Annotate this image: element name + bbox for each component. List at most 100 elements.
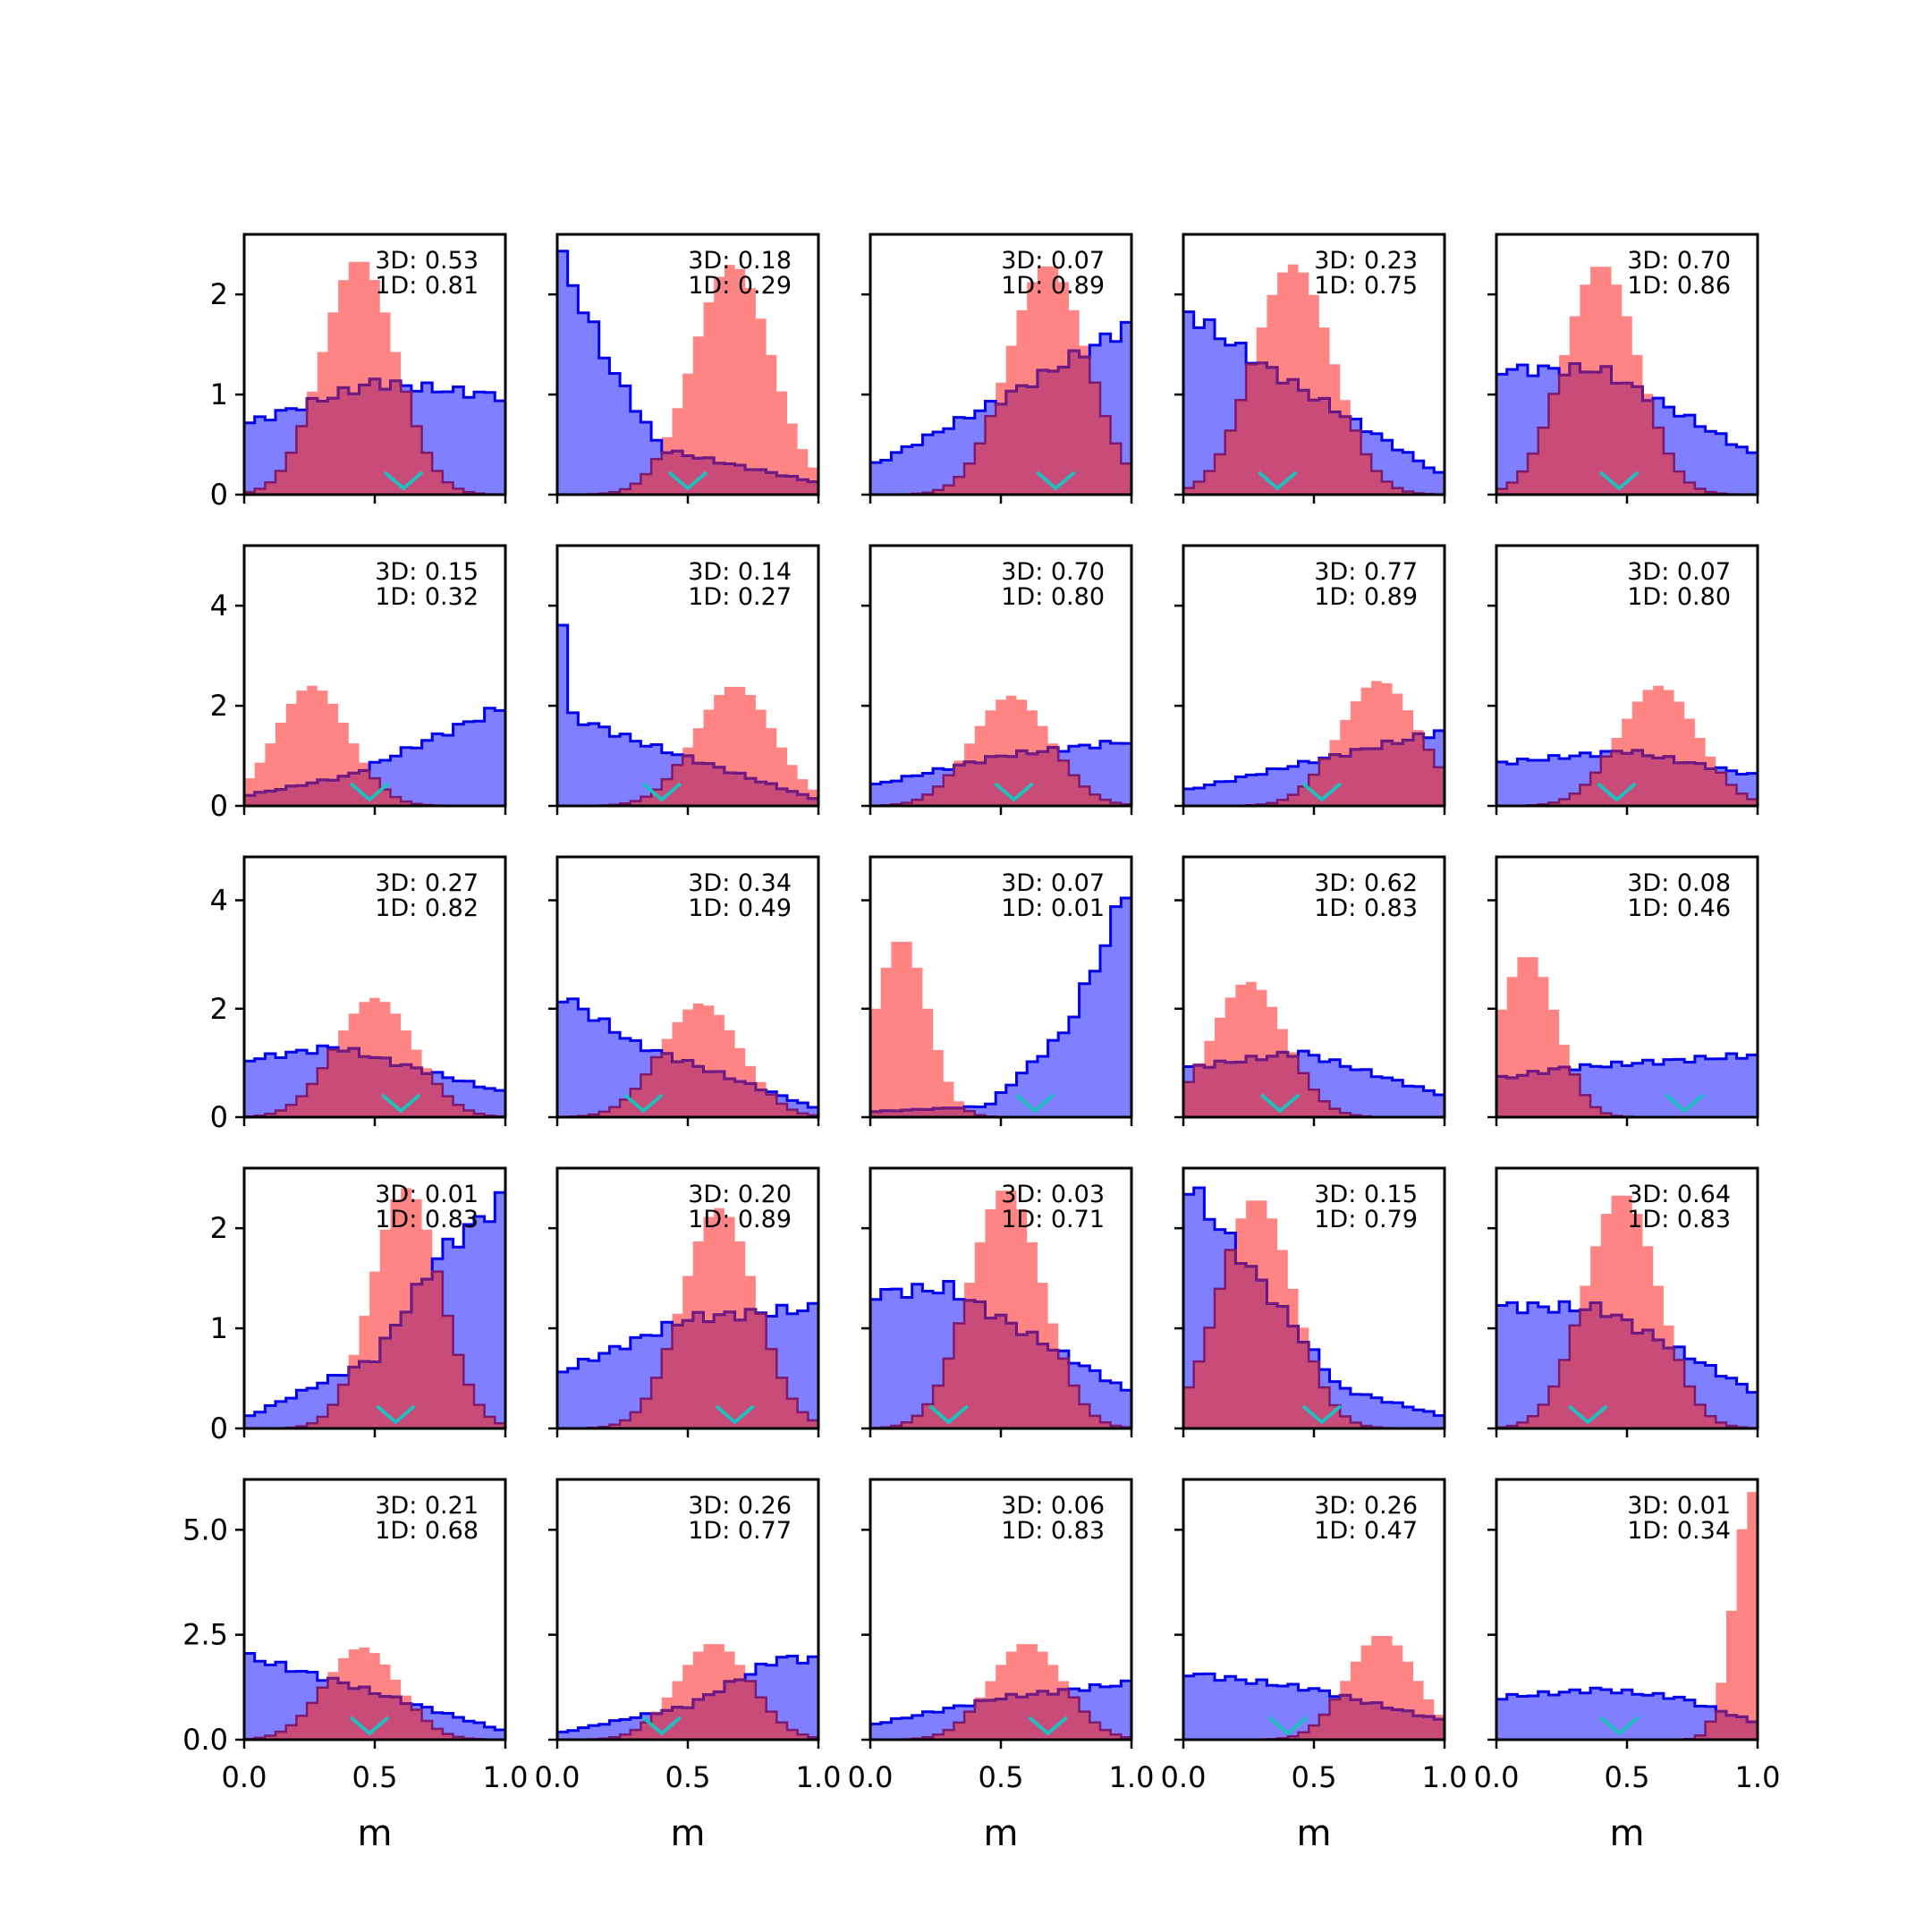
overlap-histogram-fill [1496,363,1758,495]
overlap-histogram-fill [244,1271,505,1428]
annotation-1d: 1D: 0.83 [1627,1206,1731,1233]
x-tick-label: 0.5 [1605,1760,1650,1794]
chevron-marker [1257,470,1298,491]
overlap-histogram-fill [244,1048,505,1117]
annotation-3d: 3D: 0.21 [375,1492,479,1520]
x-tick-label: 1.0 [483,1760,529,1794]
annotation-1d: 1D: 0.89 [688,1206,792,1233]
annotation-1d: 1D: 0.80 [1627,583,1731,611]
annotation-1d: 1D: 0.75 [1314,272,1418,300]
overlap-histogram-outline [870,1299,1131,1429]
annotation-1d: 1D: 0.83 [1001,1517,1105,1545]
x-tick-label: 1.0 [796,1760,842,1794]
overlap-histogram-outline [557,1052,818,1119]
overlap-histogram-fill [1183,1250,1445,1428]
overlap-histogram-outline [557,1308,818,1430]
annotation-1d: 1D: 0.86 [1627,272,1731,300]
chevron-marker [928,1404,969,1425]
y-tick-label: 5.0 [182,1513,228,1546]
annotation-1d: 1D: 0.68 [375,1517,479,1545]
overlap-histogram-fill [1183,362,1445,495]
overlap-histogram-outline [1496,749,1758,808]
chevron-marker [1598,470,1640,491]
x-tick-label: 0.5 [352,1760,398,1794]
x-tick-label: 1.0 [1109,1760,1155,1794]
overlap-histogram-fill [244,1678,505,1740]
y-tick-label: 1 [210,377,228,411]
overlap-histogram-fill [870,351,1131,495]
annotation-1d: 1D: 0.82 [375,894,479,922]
x-axis-label: m [984,1813,1019,1854]
red-histogram-fill [870,941,1131,1117]
annotation-1d: 1D: 0.71 [1001,1206,1105,1233]
chevron-marker [1301,782,1343,802]
x-tick-label: 0.5 [665,1760,711,1794]
chevron-marker [1259,1093,1301,1114]
chevron-marker [1267,1716,1309,1736]
annotation-3d: 3D: 0.62 [1314,869,1418,897]
y-tick-label: 2 [210,1211,228,1245]
annotation-3d: 3D: 0.14 [688,558,792,586]
chevron-marker [1014,1093,1055,1114]
annotation-1d: 1D: 0.34 [1627,1517,1731,1545]
annotation-3d: 3D: 0.34 [688,869,792,897]
annotation-3d: 3D: 0.07 [1627,558,1731,586]
chevron-marker [383,470,424,491]
chevron-marker [1028,1716,1068,1736]
annotation-3d: 3D: 0.15 [1314,1181,1418,1208]
chevron-marker [1597,782,1637,802]
annotation-3d: 3D: 0.23 [1314,247,1418,275]
annotation-1d: 1D: 0.83 [1314,894,1418,922]
chevron-marker [380,1093,421,1114]
x-tick-label: 0.5 [979,1760,1024,1794]
annotation-3d: 3D: 0.53 [375,247,479,275]
annotation-1d: 1D: 0.79 [1314,1206,1418,1233]
x-tick-label: 0.0 [1161,1760,1207,1794]
chevron-marker [1664,1093,1705,1114]
overlap-histogram-fill [1183,1695,1445,1740]
overlap-histogram-fill [870,747,1131,806]
annotation-1d: 1D: 0.27 [688,583,792,611]
overlap-histogram-outline [1183,361,1445,496]
chevron-marker [641,1716,682,1736]
annotation-1d: 1D: 0.32 [375,583,479,611]
overlap-histogram-fill [870,1689,1131,1740]
blue-histogram-fill [870,898,1131,1117]
annotation-3d: 3D: 0.01 [1627,1492,1731,1520]
blue-histogram-fill [557,250,818,495]
chevron-marker [1301,1404,1343,1425]
overlap-histogram-fill [870,1300,1131,1428]
y-tick-label: 4 [210,589,228,623]
annotation-3d: 3D: 0.26 [1314,1492,1418,1520]
y-tick-label: 4 [210,884,228,918]
y-tick-label: 2.5 [182,1618,228,1652]
chevron-marker [1567,1404,1608,1425]
annotation-1d: 1D: 0.01 [1001,894,1105,922]
annotation-1d: 1D: 0.89 [1001,272,1105,300]
annotation-1d: 1D: 0.47 [1314,1517,1418,1545]
annotation-3d: 3D: 0.08 [1627,869,1731,897]
overlap-histogram-outline [870,746,1131,807]
overlap-histogram-fill [244,378,505,495]
annotation-3d: 3D: 0.70 [1001,558,1105,586]
overlap-histogram-outline [1496,1301,1758,1429]
x-tick-label: 0.0 [535,1760,580,1794]
x-axis-label: m [671,1813,706,1854]
red-histogram-fill [244,685,505,806]
